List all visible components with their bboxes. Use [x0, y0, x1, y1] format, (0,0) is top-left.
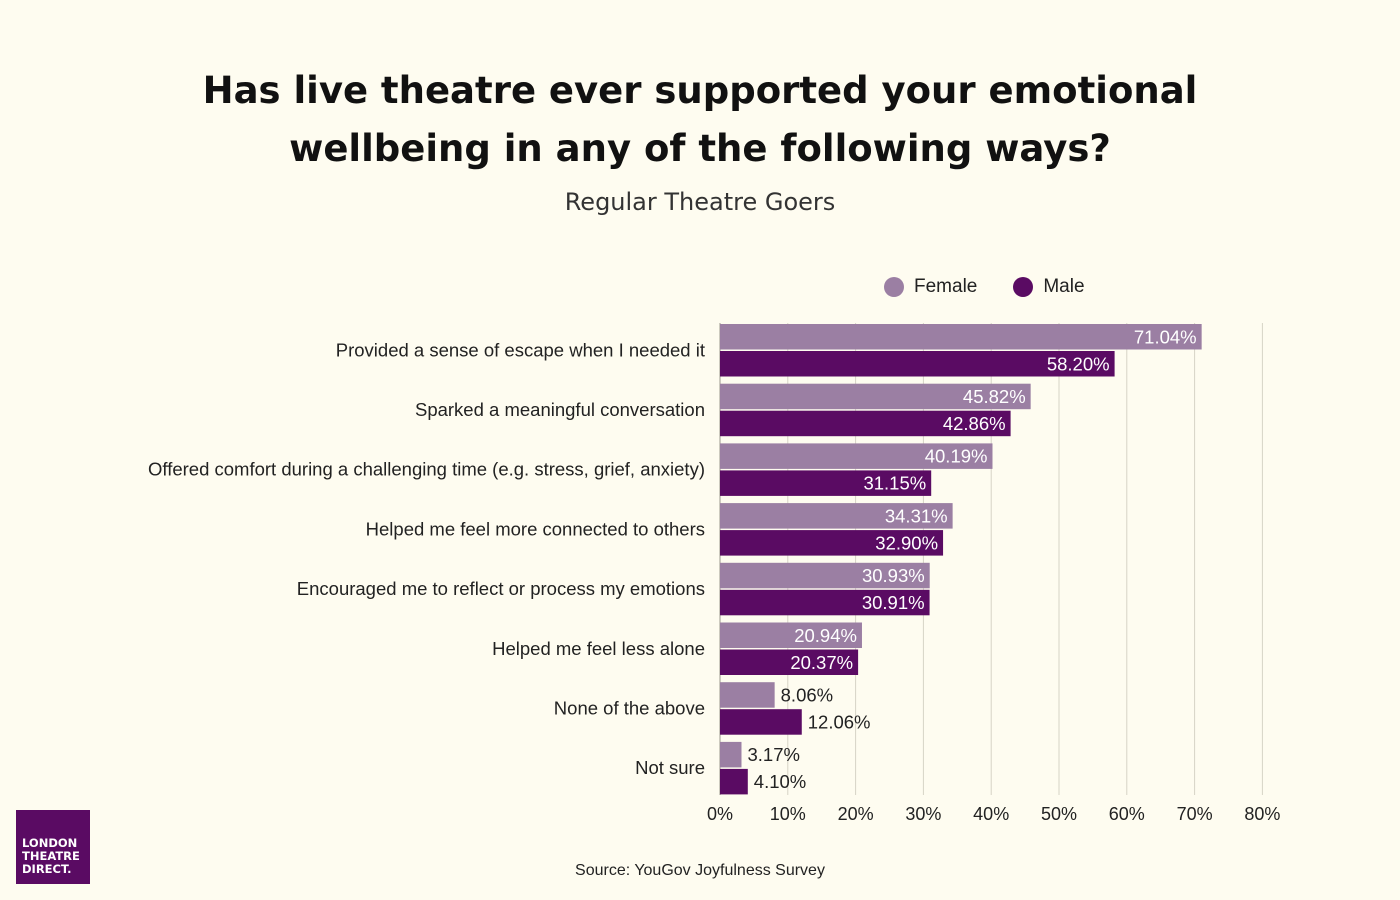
legend-swatch-female	[884, 277, 904, 297]
bar-male	[720, 589, 930, 616]
x-tick-label: 60%	[1109, 804, 1145, 824]
bar-female	[720, 741, 742, 768]
bar-female	[720, 682, 775, 708]
logo-line-3: DIRECT.	[22, 862, 72, 876]
legend-item-female: Female	[884, 276, 977, 298]
bar-female	[720, 562, 930, 589]
chart-subtitle: Regular Theatre Goers	[564, 188, 836, 216]
x-tick-label: 70%	[1177, 804, 1213, 824]
x-tick-label: 80%	[1244, 804, 1280, 824]
legend: Female Male	[884, 275, 1121, 299]
legend-label-female: Female	[914, 276, 978, 297]
legend-item-male: Male	[1013, 276, 1085, 298]
bar-male	[720, 530, 944, 556]
chart-title: Has live theatre ever supported your emo…	[202, 69, 1198, 170]
category-label: Encouraged me to reflect or process my e…	[297, 578, 705, 599]
data-label-female: 30.93%	[862, 565, 925, 586]
legend-swatch-male	[1013, 277, 1034, 297]
source-note: Source: YouGov Joyfulness Survey	[575, 862, 825, 879]
x-tick-label: 20%	[838, 804, 874, 824]
bar-female	[720, 503, 953, 529]
category-label: Helped me feel less alone	[492, 638, 705, 659]
data-label-male: 20.37%	[790, 652, 853, 673]
x-tick-label: 40%	[973, 804, 1009, 824]
data-label-male: 30.91%	[862, 592, 925, 613]
x-tick-label: 50%	[1041, 804, 1077, 824]
bar-female	[720, 324, 1202, 350]
bar-female	[720, 622, 862, 648]
bar-male	[720, 768, 748, 795]
legend-label-male: Male	[1043, 276, 1085, 297]
data-label-male: 32.90%	[875, 532, 938, 553]
bar-male	[720, 351, 1115, 377]
data-label-male: 31.15%	[863, 473, 926, 494]
brand-logo: LONDON THEATRE DIRECT.	[16, 810, 90, 884]
x-tick-label: 0%	[707, 804, 733, 824]
data-label-female: 34.31%	[885, 505, 948, 526]
data-label-male: 58.20%	[1047, 353, 1110, 374]
category-label: Sparked a meaningful conversation	[415, 399, 705, 420]
data-label-female: 20.94%	[794, 625, 857, 646]
data-label-female: 40.19%	[925, 446, 988, 467]
bar-male	[720, 709, 802, 735]
data-label-male: 12.06%	[808, 711, 871, 732]
logo-line-2: THEATRE	[22, 849, 80, 863]
data-label-male: 42.86%	[943, 413, 1006, 434]
category-label: Helped me feel more connected to others	[366, 518, 705, 539]
x-tick-label: 30%	[905, 804, 941, 824]
data-label-female: 45.82%	[963, 386, 1026, 407]
category-label: Not sure	[635, 757, 705, 778]
bar-male	[720, 649, 859, 675]
data-label-female: 8.06%	[781, 684, 833, 705]
x-tick-label: 10%	[770, 804, 806, 824]
bar-female	[720, 383, 1031, 410]
logo-line-1: LONDON	[22, 836, 78, 850]
bar-female	[720, 443, 993, 469]
bar-male	[720, 470, 932, 496]
data-label-female: 3.17%	[747, 744, 799, 765]
bar-male	[720, 410, 1011, 437]
category-label: Offered comfort during a challenging tim…	[148, 459, 705, 480]
data-label-male: 4.10%	[754, 771, 806, 792]
category-label: Provided a sense of escape when I needed…	[336, 339, 705, 360]
data-label-female: 71.04%	[1134, 326, 1197, 347]
category-label: None of the above	[554, 697, 705, 718]
